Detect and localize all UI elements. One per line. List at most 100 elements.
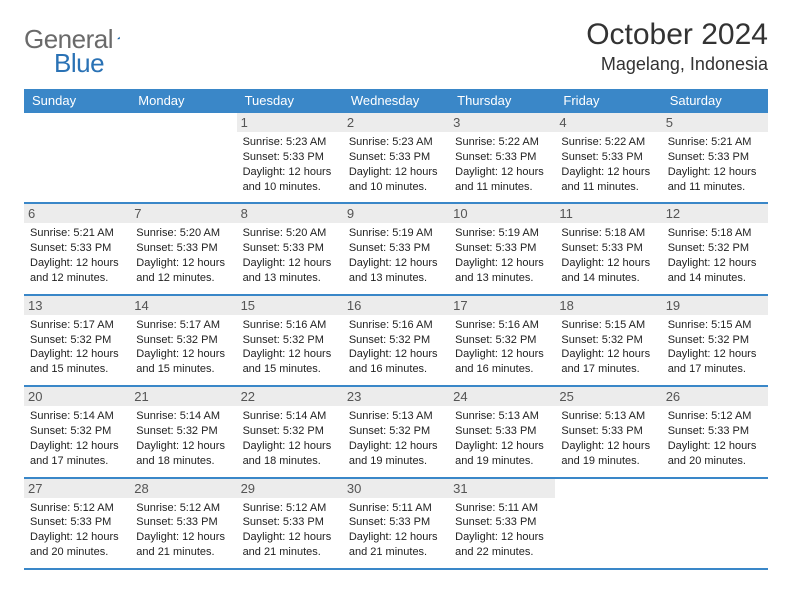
day-cell: 24Sunrise: 5:13 AMSunset: 5:33 PMDayligh… [449, 387, 555, 476]
day-cell: 4Sunrise: 5:22 AMSunset: 5:33 PMDaylight… [555, 113, 661, 202]
sunrise-line: Sunrise: 5:20 AM [136, 226, 230, 241]
day-of-week-cell: Friday [555, 89, 661, 113]
day-number: 10 [449, 204, 555, 223]
daylight-line: Daylight: 12 hours and 10 minutes. [243, 165, 337, 195]
sunset-line: Sunset: 5:33 PM [561, 424, 655, 439]
sunset-line: Sunset: 5:33 PM [349, 241, 443, 256]
day-number: 15 [237, 296, 343, 315]
day-cell: 13 Sunrise: 5:17 AMSunset: 5:32 PMDayligh… [24, 296, 130, 385]
sunrise-line: Sunrise: 5:12 AM [668, 409, 762, 424]
sunrise-line: Sunrise: 5:18 AM [561, 226, 655, 241]
day-number: 3 [449, 113, 555, 132]
day-number: 17 [449, 296, 555, 315]
daylight-line: Daylight: 12 hours and 22 minutes. [455, 530, 549, 560]
day-cell [24, 113, 130, 202]
sunset-line: Sunset: 5:33 PM [668, 424, 762, 439]
day-cell: 12Sunrise: 5:18 AMSunset: 5:32 PMDayligh… [662, 204, 768, 293]
sunrise-line: Sunrise: 5:16 AM [349, 318, 443, 333]
sunset-line: Sunset: 5:33 PM [136, 515, 230, 530]
day-cell: 25Sunrise: 5:13 AMSunset: 5:33 PMDayligh… [555, 387, 661, 476]
week-row: 13Sunrise: 5:17 AMSunset: 5:32 PMDayligh… [24, 296, 768, 387]
day-number: 7 [130, 204, 236, 223]
day-number: 21 [130, 387, 236, 406]
day-cell: 23Sunrise: 5:13 AMSunset: 5:32 PMDayligh… [343, 387, 449, 476]
day-cell: 28Sunrise: 5:12 AMSunset: 5:33 PMDayligh… [130, 479, 236, 568]
day-number: 25 [555, 387, 661, 406]
sunrise-line: Sunrise: 5:14 AM [136, 409, 230, 424]
day-number: 1 [237, 113, 343, 132]
sunset-line: Sunset: 5:33 PM [30, 241, 124, 256]
sunset-line: Sunset: 5:33 PM [30, 515, 124, 530]
sunrise-line: Sunrise: 5:14 AM [243, 409, 337, 424]
sunset-line: Sunset: 5:33 PM [561, 150, 655, 165]
daylight-line: Daylight: 12 hours and 18 minutes. [243, 439, 337, 469]
sunrise-line: Sunrise: 5:13 AM [349, 409, 443, 424]
day-number: 11 [555, 204, 661, 223]
day-number: 5 [662, 113, 768, 132]
daylight-line: Daylight: 12 hours and 17 minutes. [30, 439, 124, 469]
sunset-line: Sunset: 5:32 PM [668, 333, 762, 348]
day-number: 18 [555, 296, 661, 315]
daylight-line: Daylight: 12 hours and 15 minutes. [30, 347, 124, 377]
daylight-line: Daylight: 12 hours and 11 minutes. [561, 165, 655, 195]
day-cell: 16Sunrise: 5:16 AMSunset: 5:32 PMDayligh… [343, 296, 449, 385]
day-number: 13 [24, 296, 130, 315]
daylight-line: Daylight: 12 hours and 20 minutes. [668, 439, 762, 469]
daylight-line: Daylight: 12 hours and 11 minutes. [668, 165, 762, 195]
sunrise-line: Sunrise: 5:21 AM [668, 135, 762, 150]
sunset-line: Sunset: 5:32 PM [243, 424, 337, 439]
day-cell: 21Sunrise: 5:14 AMSunset: 5:32 PMDayligh… [130, 387, 236, 476]
daylight-line: Daylight: 12 hours and 16 minutes. [455, 347, 549, 377]
daylight-line: Daylight: 12 hours and 18 minutes. [136, 439, 230, 469]
day-number: 23 [343, 387, 449, 406]
day-cell: 7Sunrise: 5:20 AMSunset: 5:33 PMDaylight… [130, 204, 236, 293]
sunset-line: Sunset: 5:33 PM [455, 241, 549, 256]
day-number: 8 [237, 204, 343, 223]
day-cell: 14Sunrise: 5:17 AMSunset: 5:32 PMDayligh… [130, 296, 236, 385]
sunrise-line: Sunrise: 5:18 AM [668, 226, 762, 241]
daylight-line: Daylight: 12 hours and 12 minutes. [136, 256, 230, 286]
sunrise-line: Sunrise: 5:19 AM [455, 226, 549, 241]
sunrise-line: Sunrise: 5:17 AM [136, 318, 230, 333]
day-cell: 15Sunrise: 5:16 AMSunset: 5:32 PMDayligh… [237, 296, 343, 385]
sunset-line: Sunset: 5:33 PM [243, 150, 337, 165]
sunset-line: Sunset: 5:33 PM [455, 424, 549, 439]
day-number: 4 [555, 113, 661, 132]
sunset-line: Sunset: 5:32 PM [30, 424, 124, 439]
day-number: 20 [24, 387, 130, 406]
sunrise-line: Sunrise: 5:22 AM [455, 135, 549, 150]
sunrise-line: Sunrise: 5:11 AM [349, 501, 443, 516]
day-number: 29 [237, 479, 343, 498]
logo-text-blue-wrap: Blue [54, 48, 104, 79]
sunset-line: Sunset: 5:32 PM [30, 333, 124, 348]
calendar: SundayMondayTuesdayWednesdayThursdayFrid… [24, 89, 768, 570]
sunrise-line: Sunrise: 5:13 AM [561, 409, 655, 424]
day-number: 22 [237, 387, 343, 406]
week-row: 1Sunrise: 5:23 AMSunset: 5:33 PMDaylight… [24, 113, 768, 204]
day-cell: 6Sunrise: 5:21 AMSunset: 5:33 PMDaylight… [24, 204, 130, 293]
sunrise-line: Sunrise: 5:15 AM [561, 318, 655, 333]
daylight-line: Daylight: 12 hours and 10 minutes. [349, 165, 443, 195]
sunset-line: Sunset: 5:32 PM [136, 333, 230, 348]
sunset-line: Sunset: 5:32 PM [561, 333, 655, 348]
day-cell: 19Sunrise: 5:15 AMSunset: 5:32 PMDayligh… [662, 296, 768, 385]
sunset-line: Sunset: 5:32 PM [668, 241, 762, 256]
day-number: 24 [449, 387, 555, 406]
sunrise-line: Sunrise: 5:23 AM [243, 135, 337, 150]
header: General October 2024 Magelang, Indonesia [24, 18, 768, 75]
sunrise-line: Sunrise: 5:23 AM [349, 135, 443, 150]
day-number: 31 [449, 479, 555, 498]
sunrise-line: Sunrise: 5:17 AM [30, 318, 124, 333]
day-number: 12 [662, 204, 768, 223]
sunset-line: Sunset: 5:33 PM [561, 241, 655, 256]
sunrise-line: Sunrise: 5:12 AM [136, 501, 230, 516]
month-title: October 2024 [586, 18, 768, 52]
day-cell: 8Sunrise: 5:20 AMSunset: 5:33 PMDaylight… [237, 204, 343, 293]
day-cell: 22 Sunrise: 5:14 AMSunset: 5:32 PMDayligh… [237, 387, 343, 476]
sunrise-line: Sunrise: 5:16 AM [243, 318, 337, 333]
sunrise-line: Sunrise: 5:20 AM [243, 226, 337, 241]
week-row: 20Sunrise: 5:14 AMSunset: 5:32 PMDayligh… [24, 387, 768, 478]
sunrise-line: Sunrise: 5:13 AM [455, 409, 549, 424]
daylight-line: Daylight: 12 hours and 13 minutes. [243, 256, 337, 286]
day-cell: 20Sunrise: 5:14 AMSunset: 5:32 PMDayligh… [24, 387, 130, 476]
